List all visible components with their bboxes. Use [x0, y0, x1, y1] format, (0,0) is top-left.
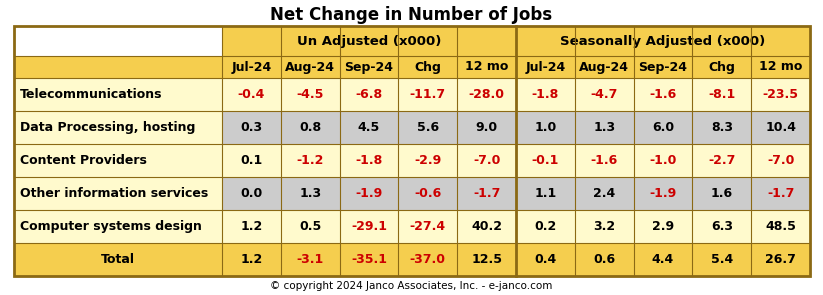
Text: 1.3: 1.3	[593, 121, 616, 134]
Text: -37.0: -37.0	[410, 253, 446, 266]
Text: 5.4: 5.4	[711, 253, 733, 266]
Text: 12 mo: 12 mo	[759, 60, 802, 73]
Text: 48.5: 48.5	[765, 220, 796, 233]
Text: -6.8: -6.8	[356, 88, 383, 101]
Bar	[14, 56, 222, 78]
Bar	[14, 56, 810, 78]
Text: 4.4: 4.4	[652, 253, 674, 266]
Text: 3.2: 3.2	[593, 220, 616, 233]
Text: -0.4: -0.4	[238, 88, 265, 101]
Text: 1.3: 1.3	[299, 187, 321, 200]
Text: 0.0: 0.0	[240, 187, 263, 200]
Text: -1.7: -1.7	[473, 187, 500, 200]
Text: 8.3: 8.3	[711, 121, 732, 134]
Text: Sep-24: Sep-24	[639, 60, 687, 73]
Bar	[0, 0, 823, 26]
Text: © copyright 2024 Janco Associates, Inc. - e-janco.com: © copyright 2024 Janco Associates, Inc. …	[270, 281, 553, 291]
Bar	[222, 144, 810, 177]
Text: 0.1: 0.1	[240, 154, 263, 167]
Text: -1.6: -1.6	[649, 88, 677, 101]
Text: -4.7: -4.7	[591, 88, 618, 101]
Text: -7.0: -7.0	[473, 154, 500, 167]
Text: Jul-24: Jul-24	[525, 60, 565, 73]
Text: -1.8: -1.8	[532, 88, 559, 101]
Text: Aug-24: Aug-24	[286, 60, 335, 73]
Text: Chg: Chg	[414, 60, 441, 73]
Text: -28.0: -28.0	[468, 88, 504, 101]
Text: -29.1: -29.1	[351, 220, 387, 233]
Text: 6.0: 6.0	[652, 121, 674, 134]
Text: -1.9: -1.9	[649, 187, 677, 200]
Text: 12 mo: 12 mo	[465, 60, 509, 73]
Text: -2.7: -2.7	[708, 154, 736, 167]
Bar	[14, 111, 222, 144]
Text: 2.9: 2.9	[652, 220, 674, 233]
Bar	[222, 210, 810, 243]
Text: Other information services: Other information services	[20, 187, 208, 200]
Bar	[0, 276, 823, 295]
Text: 0.8: 0.8	[299, 121, 321, 134]
Text: 1.0: 1.0	[534, 121, 556, 134]
Bar	[14, 243, 810, 276]
Text: 26.7: 26.7	[765, 253, 796, 266]
Text: 2.4: 2.4	[593, 187, 616, 200]
Bar	[14, 26, 222, 56]
Text: Data Processing, hosting: Data Processing, hosting	[20, 121, 195, 134]
Bar	[222, 177, 810, 210]
Bar	[14, 177, 222, 210]
Bar	[14, 26, 810, 276]
Text: 0.3: 0.3	[240, 121, 263, 134]
Text: -1.0: -1.0	[649, 154, 677, 167]
Text: 1.6: 1.6	[711, 187, 732, 200]
Text: 10.4: 10.4	[765, 121, 796, 134]
Bar	[222, 111, 810, 144]
Text: 0.5: 0.5	[299, 220, 321, 233]
Text: -27.4: -27.4	[410, 220, 446, 233]
Text: Telecommunications: Telecommunications	[20, 88, 162, 101]
Text: 0.6: 0.6	[593, 253, 616, 266]
Text: 1.2: 1.2	[240, 253, 263, 266]
Text: Net Change in Number of Jobs: Net Change in Number of Jobs	[271, 6, 552, 24]
Text: -11.7: -11.7	[410, 88, 446, 101]
Text: Total: Total	[101, 253, 135, 266]
Text: -1.6: -1.6	[591, 154, 618, 167]
Text: 6.3: 6.3	[711, 220, 732, 233]
Text: Computer systems design: Computer systems design	[20, 220, 202, 233]
Text: 0.4: 0.4	[534, 253, 556, 266]
Text: Seasonally Adjusted (x000): Seasonally Adjusted (x000)	[560, 35, 765, 47]
Text: -0.6: -0.6	[414, 187, 441, 200]
Text: Un Adjusted (x000): Un Adjusted (x000)	[297, 35, 441, 47]
Text: -7.0: -7.0	[767, 154, 794, 167]
Text: 4.5: 4.5	[358, 121, 380, 134]
Text: 1.2: 1.2	[240, 220, 263, 233]
Text: 1.1: 1.1	[534, 187, 556, 200]
Bar	[14, 78, 222, 111]
Text: 9.0: 9.0	[476, 121, 498, 134]
Bar	[14, 210, 222, 243]
Text: -3.1: -3.1	[296, 253, 323, 266]
Text: -1.8: -1.8	[356, 154, 383, 167]
Bar	[222, 78, 810, 111]
Bar	[14, 26, 810, 56]
Text: -1.2: -1.2	[296, 154, 324, 167]
Text: -1.9: -1.9	[356, 187, 383, 200]
Text: -1.7: -1.7	[767, 187, 794, 200]
Text: -35.1: -35.1	[351, 253, 387, 266]
Text: 40.2: 40.2	[471, 220, 502, 233]
Text: Aug-24: Aug-24	[579, 60, 630, 73]
Text: 12.5: 12.5	[471, 253, 502, 266]
Text: -4.5: -4.5	[296, 88, 324, 101]
Text: Content Providers: Content Providers	[20, 154, 146, 167]
Text: 0.2: 0.2	[534, 220, 556, 233]
Text: -23.5: -23.5	[763, 88, 798, 101]
Text: -8.1: -8.1	[708, 88, 736, 101]
Bar	[14, 144, 222, 177]
Text: 5.6: 5.6	[416, 121, 439, 134]
Text: Jul-24: Jul-24	[231, 60, 272, 73]
Text: Chg: Chg	[709, 60, 735, 73]
Text: -2.9: -2.9	[414, 154, 441, 167]
Text: Sep-24: Sep-24	[345, 60, 393, 73]
Text: -0.1: -0.1	[532, 154, 559, 167]
